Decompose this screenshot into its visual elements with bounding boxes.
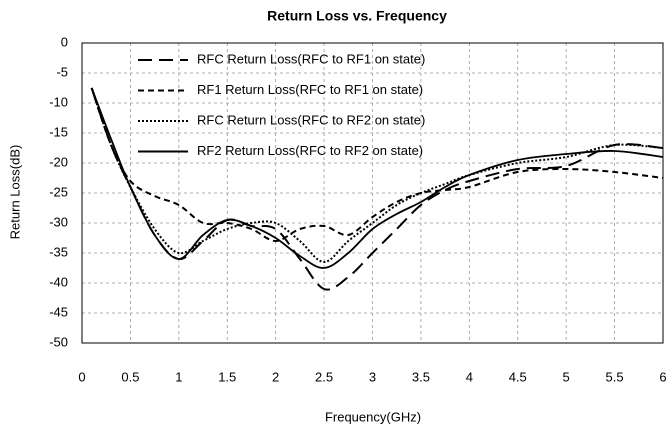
x-tick-label: 2 <box>272 369 279 384</box>
legend-label: RF1 Return Loss(RFC to RF1 on state) <box>197 82 423 97</box>
legend-label: RFC Return Loss(RFC to RF2 on state) <box>197 112 425 127</box>
x-tick-label: 3.5 <box>412 369 430 384</box>
y-tick-label: -20 <box>49 154 68 169</box>
x-tick-label: 1 <box>175 369 182 384</box>
x-tick-label: 5.5 <box>606 369 624 384</box>
x-tick-label: 6 <box>659 369 666 384</box>
line-series <box>90 87 664 243</box>
y-tick-label: -40 <box>49 274 68 289</box>
y-axis-label: Return Loss(dB) <box>7 145 22 240</box>
y-tick-label: -5 <box>56 64 68 79</box>
y-tick-label: -15 <box>49 124 68 139</box>
y-tick-label: -35 <box>49 244 68 259</box>
y-tick-label: -30 <box>49 214 68 229</box>
x-axis-label: Frequency(GHz) <box>325 409 421 424</box>
x-tick-label: 0.5 <box>121 369 139 384</box>
y-tick-label: -10 <box>49 94 68 109</box>
y-tick-label: -25 <box>49 184 68 199</box>
chart-title: Return Loss vs. Frequency <box>267 8 447 24</box>
x-tick-label: 3 <box>369 369 376 384</box>
legend-label: RF2 Return Loss(RFC to RF2 on state) <box>197 143 423 158</box>
legend-label: RFC Return Loss(RFC to RF1 on state) <box>197 51 425 66</box>
x-tick-label: 1.5 <box>218 369 236 384</box>
line-series <box>90 87 664 269</box>
line-series <box>90 87 664 264</box>
y-tick-label: -50 <box>49 334 68 349</box>
x-tick-label: 4 <box>466 369 473 384</box>
x-tick-label: 4.5 <box>509 369 527 384</box>
plot-frame <box>81 42 664 344</box>
y-tick-label: -45 <box>49 304 68 319</box>
x-tick-label: 0 <box>78 369 85 384</box>
x-tick-label: 5 <box>563 369 570 384</box>
y-tick-label: 0 <box>61 34 68 49</box>
x-tick-label: 2.5 <box>315 369 333 384</box>
